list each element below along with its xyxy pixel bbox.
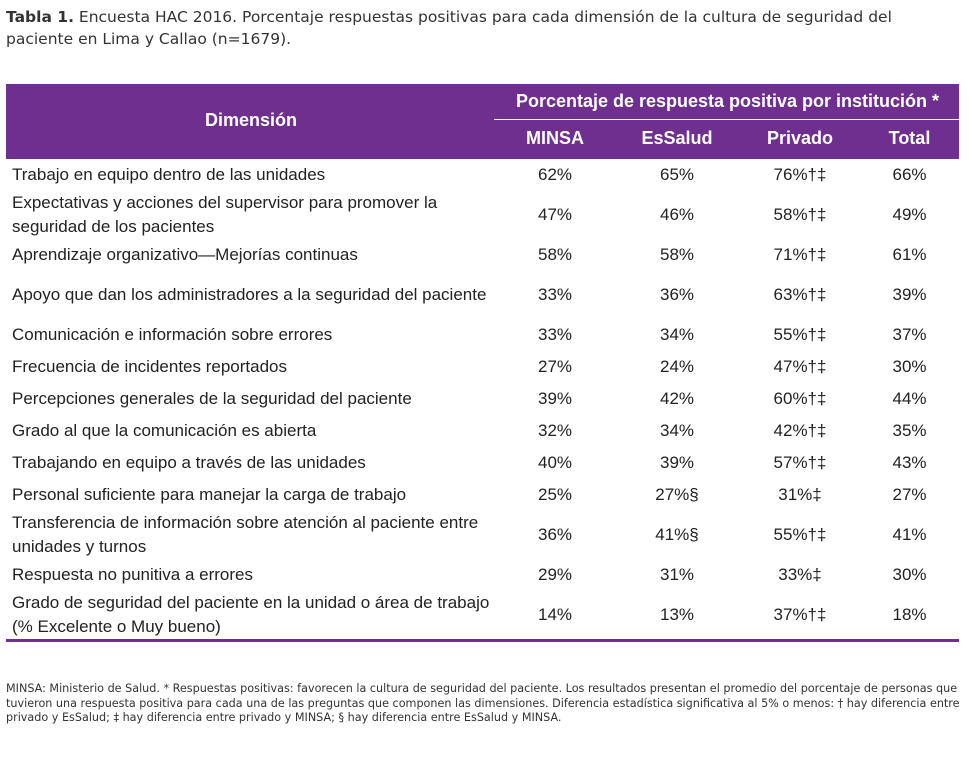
row-value: 13% xyxy=(659,605,695,624)
table-caption: Tabla 1. Encuesta HAC 2016. Porcentaje r… xyxy=(6,6,956,50)
row-value: 40% xyxy=(537,453,573,472)
table-body: Trabajo en equipo dentro de las unidades… xyxy=(6,157,959,642)
row-value: 47% xyxy=(537,205,573,224)
row-value: 63%†‡ xyxy=(773,285,827,304)
row-value: 29% xyxy=(537,565,573,584)
table-row: Trabajo en equipo dentro de las unidades… xyxy=(6,159,959,191)
row-value: 33% xyxy=(537,325,573,344)
row-value: 55%†‡ xyxy=(773,325,827,344)
row-value: 27%§ xyxy=(655,485,699,504)
table-row: Trabajando en equipo a través de las uni… xyxy=(6,447,959,479)
row-value: 27% xyxy=(537,357,573,376)
header-col-total: Total xyxy=(888,128,931,148)
row-value: 49% xyxy=(892,205,927,224)
row-value: 39% xyxy=(892,285,927,304)
row-value: 35% xyxy=(892,421,927,440)
row-dimension: Personal suficiente para manejar la carg… xyxy=(12,485,407,504)
row-dimension: Trabajo en equipo dentro de las unidades xyxy=(12,165,326,184)
row-value: 71%†‡ xyxy=(773,245,827,264)
row-value: 36% xyxy=(537,525,573,544)
row-value: 46% xyxy=(659,205,695,224)
row-value: 65% xyxy=(659,165,695,184)
row-value: 34% xyxy=(659,421,695,440)
row-dimension: Percepciones generales de la seguridad d… xyxy=(12,389,412,408)
row-value: 43% xyxy=(892,453,927,472)
row-value: 39% xyxy=(537,389,573,408)
table-row: Respuesta no punitiva a errores 29% 31% 33%… xyxy=(6,559,959,591)
row-value: 39% xyxy=(659,453,695,472)
row-value: 47%†‡ xyxy=(773,357,827,376)
caption-text: Encuesta HAC 2016. Porcentaje respuestas… xyxy=(6,8,892,48)
row-dimension: Grado al que la comunicación es abierta xyxy=(12,421,317,440)
table-row: Grado de seguridad del paciente en la un… xyxy=(6,591,959,639)
table-row: Aprendizaje organizativo—Mejorías contin… xyxy=(6,239,959,271)
header-divider xyxy=(494,119,959,120)
row-dimension: Transferencia de información sobre atenc… xyxy=(12,513,479,556)
row-value: 25% xyxy=(537,485,573,504)
header-col-minsa: MINSA xyxy=(526,128,584,148)
row-dimension: Grado de seguridad del paciente en la un… xyxy=(12,593,490,636)
row-value: 61% xyxy=(892,245,927,264)
row-value: 32% xyxy=(537,421,573,440)
data-table: Dimensión Porcentaje de respuesta positi… xyxy=(6,84,959,642)
caption-label: Tabla 1. xyxy=(6,8,74,26)
row-value: 30% xyxy=(892,565,927,584)
row-value: 55%†‡ xyxy=(773,525,827,544)
row-value: 76%†‡ xyxy=(773,165,827,184)
table-row: Percepciones generales de la seguridad d… xyxy=(6,383,959,415)
row-dimension: Respuesta no punitiva a errores xyxy=(12,565,253,584)
table-row: Expectativas y acciones del supervisor p… xyxy=(6,191,959,239)
row-dimension: Apoyo que dan los administradores a la s… xyxy=(12,285,487,304)
header-col-privado: Privado xyxy=(766,128,834,148)
row-value: 58% xyxy=(537,245,573,264)
header-col-essalud: EsSalud xyxy=(641,128,713,148)
table-row: Transferencia de información sobre atenc… xyxy=(6,511,959,559)
row-value: 42%†‡ xyxy=(773,421,827,440)
header-dimension: Dimensión xyxy=(204,110,297,130)
row-value: 58%†‡ xyxy=(773,205,827,224)
row-value: 57%†‡ xyxy=(773,453,827,472)
table-row: Personal suficiente para manejar la carg… xyxy=(6,479,959,511)
row-dimension: Trabajando en equipo a través de las uni… xyxy=(12,453,366,472)
row-value: 37%†‡ xyxy=(773,605,827,624)
row-value: 27% xyxy=(892,485,927,504)
table-footnote: MINSA: Ministerio de Salud. * Respuestas… xyxy=(6,682,960,724)
row-value: 62% xyxy=(537,165,573,184)
row-value: 34% xyxy=(659,325,695,344)
row-value: 30% xyxy=(892,357,927,376)
table-row: Grado al que la comunicación es abierta 3… xyxy=(6,415,959,447)
row-dimension: Comunicación e información sobre errores xyxy=(12,325,333,344)
table-row: Frecuencia de incidentes reportados 27% 24… xyxy=(6,351,959,383)
row-value: 60%†‡ xyxy=(773,389,827,408)
row-value: 24% xyxy=(659,357,695,376)
row-value: 66% xyxy=(892,165,927,184)
row-value: 41% xyxy=(892,525,927,544)
row-value: 58% xyxy=(659,245,695,264)
row-value: 14% xyxy=(537,605,573,624)
row-dimension: Aprendizaje organizativo—Mejorías contin… xyxy=(12,245,358,264)
row-value: 33% xyxy=(537,285,573,304)
row-value: 44% xyxy=(892,389,927,408)
table-header: Dimensión Porcentaje de respuesta positi… xyxy=(6,84,959,157)
row-dimension: Expectativas y acciones del supervisor p… xyxy=(12,193,438,236)
row-value: 37% xyxy=(892,325,927,344)
row-value: 33%‡ xyxy=(778,565,822,584)
table-row: Comunicación e información sobre errores… xyxy=(6,319,959,351)
row-value: 36% xyxy=(659,285,695,304)
row-value: 18% xyxy=(892,605,927,624)
row-value: 41%§ xyxy=(655,525,699,544)
row-value: 31% xyxy=(659,565,695,584)
row-value: 42% xyxy=(659,389,695,408)
header-group: Porcentaje de respuesta positiva por ins… xyxy=(515,91,940,111)
table-row: Apoyo que dan los administradores a la s… xyxy=(6,271,959,319)
row-dimension: Frecuencia de incidentes reportados xyxy=(12,357,287,376)
row-value: 31%‡ xyxy=(778,485,822,504)
